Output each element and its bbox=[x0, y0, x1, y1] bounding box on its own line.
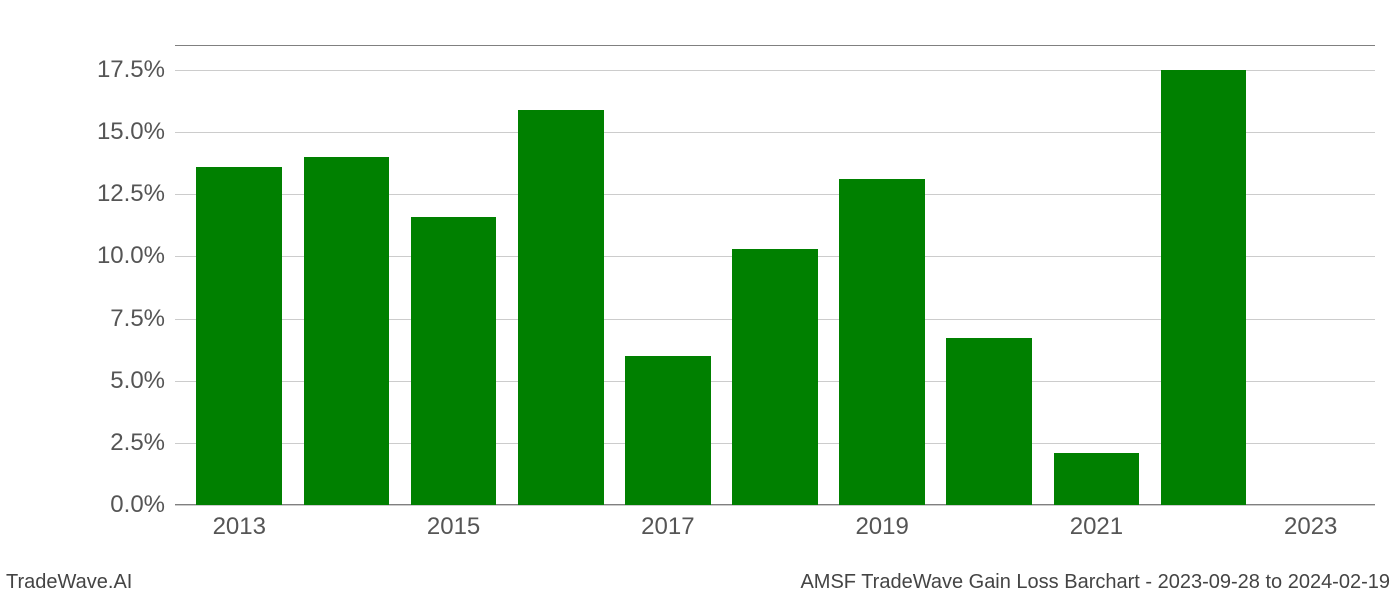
footer-left-text: TradeWave.AI bbox=[6, 571, 132, 594]
plot-spine-top bbox=[175, 45, 1375, 46]
bar bbox=[411, 217, 497, 505]
y-tick-label: 0.0% bbox=[110, 491, 175, 519]
y-tick-label: 5.0% bbox=[110, 367, 175, 395]
y-tick-label: 12.5% bbox=[97, 180, 175, 208]
bar bbox=[946, 338, 1032, 505]
plot-area: 0.0%2.5%5.0%7.5%10.0%12.5%15.0%17.5%2013… bbox=[175, 45, 1375, 505]
bar bbox=[625, 356, 711, 505]
footer-right-text: AMSF TradeWave Gain Loss Barchart - 2023… bbox=[800, 571, 1390, 594]
y-tick-label: 17.5% bbox=[97, 56, 175, 84]
y-tick-label: 15.0% bbox=[97, 118, 175, 146]
bar bbox=[1161, 70, 1247, 505]
gridline bbox=[175, 505, 1375, 506]
bar bbox=[196, 167, 282, 505]
bar bbox=[839, 179, 925, 505]
bar bbox=[304, 157, 390, 505]
bar bbox=[518, 110, 604, 505]
y-tick-label: 2.5% bbox=[110, 429, 175, 457]
x-tick-label: 2023 bbox=[1284, 505, 1337, 541]
x-tick-label: 2019 bbox=[855, 505, 908, 541]
x-tick-label: 2017 bbox=[641, 505, 694, 541]
y-tick-label: 7.5% bbox=[110, 305, 175, 333]
bar bbox=[732, 249, 818, 505]
y-tick-label: 10.0% bbox=[97, 242, 175, 270]
bar bbox=[1054, 453, 1140, 505]
x-tick-label: 2013 bbox=[213, 505, 266, 541]
x-tick-label: 2015 bbox=[427, 505, 480, 541]
x-tick-label: 2021 bbox=[1070, 505, 1123, 541]
chart-container: 0.0% 2.5% 5.0% 7.5% 10.0% 12.5% 15.0% 17.5% 2013… bbox=[0, 0, 1400, 600]
